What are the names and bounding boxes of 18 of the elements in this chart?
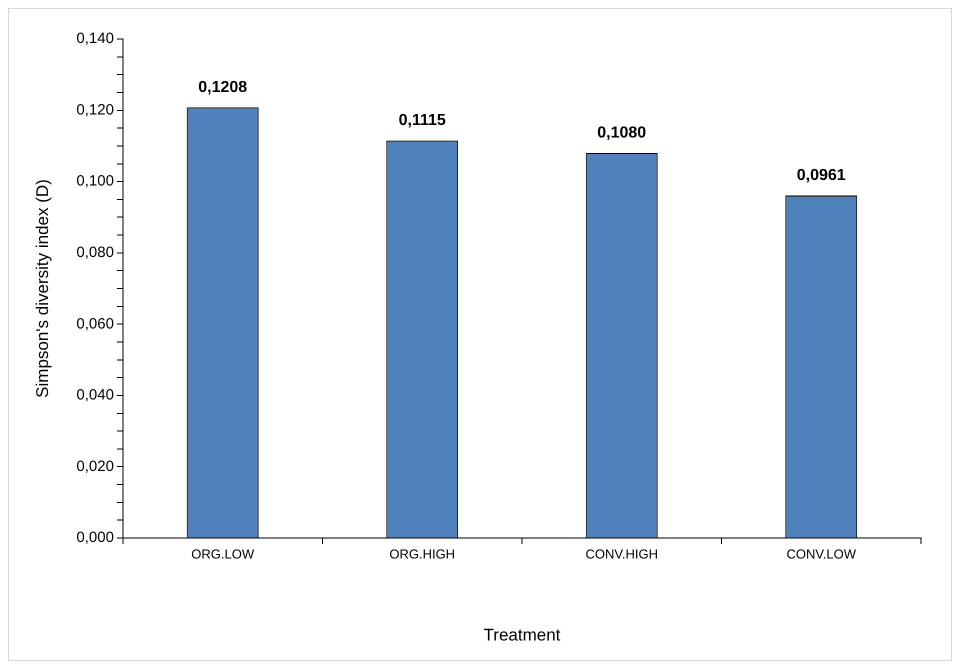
x-axis-title: Treatment: [484, 625, 561, 644]
data-label: 0,1115: [398, 112, 446, 129]
y-tick-label: 0,020: [76, 458, 114, 475]
data-label: 0,1080: [597, 124, 646, 142]
x-tick-label: ORG.LOW: [191, 546, 255, 562]
x-tick-label: ORG.HIGH: [389, 546, 456, 562]
y-tick-label: 0,100: [76, 172, 114, 190]
y-tick-label: 0,120: [76, 101, 114, 118]
data-label: 0,1208: [198, 78, 248, 96]
y-tick-label: 0,140: [76, 30, 114, 48]
y-tick-label: 0,080: [76, 244, 114, 261]
data-label: 0,0961: [796, 166, 846, 184]
y-axis-title: Simpson's diversity index (D): [32, 179, 52, 398]
y-tick-label: 0,000: [76, 529, 114, 546]
x-tick-label: CONV.LOW: [786, 546, 857, 562]
y-tick-label: 0,040: [76, 386, 114, 404]
y-tick-label: 0,060: [76, 315, 114, 332]
x-tick-label: CONV.HIGH: [585, 546, 658, 562]
